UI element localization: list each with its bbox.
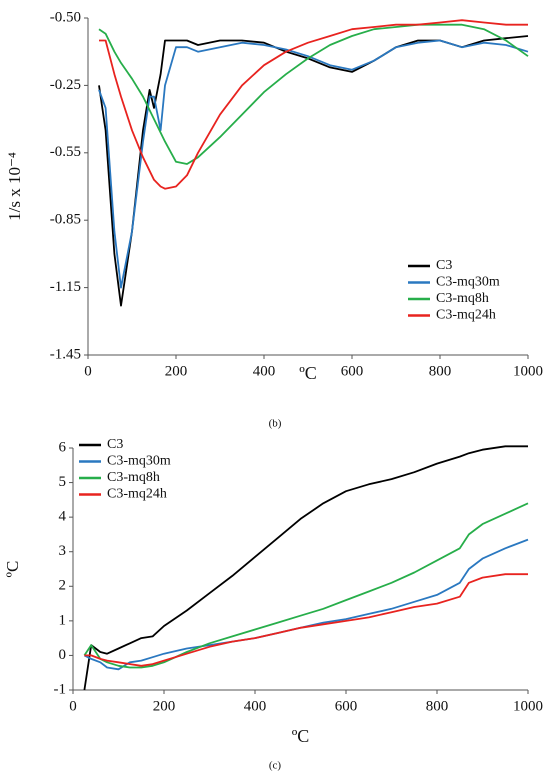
x-tick-label: 200 bbox=[165, 363, 188, 379]
y-tick-label: 4 bbox=[59, 509, 67, 525]
x-tick-label: 0 bbox=[69, 698, 77, 714]
x-tick-label: 400 bbox=[253, 363, 276, 379]
y-tick-label: -0.25 bbox=[50, 77, 81, 93]
x-tick-label: 600 bbox=[341, 363, 364, 379]
x-tick-label: 0 bbox=[84, 363, 92, 379]
x-tick-label: 1000 bbox=[513, 698, 543, 714]
x-tick-label: 1000 bbox=[513, 363, 543, 379]
x-axis-label: ºC bbox=[292, 726, 310, 746]
series-line bbox=[98, 35, 529, 307]
series-line bbox=[98, 39, 529, 289]
caption: (b) bbox=[269, 418, 282, 430]
legend-label: C3-mq24h bbox=[107, 487, 167, 502]
y-tick-label: 2 bbox=[59, 578, 67, 594]
series-line bbox=[98, 23, 529, 165]
x-tick-label: 600 bbox=[335, 698, 358, 714]
y-axis-label: 1/s x 10⁻⁴ bbox=[5, 152, 24, 221]
y-tick-label: 3 bbox=[59, 543, 67, 559]
series-line bbox=[83, 445, 528, 691]
legend-label: C3-mq24h bbox=[436, 308, 496, 323]
y-tick-label: -1 bbox=[54, 681, 67, 697]
legend-label: C3-mq30m bbox=[107, 454, 171, 469]
legend-label: C3 bbox=[107, 437, 123, 452]
caption: (c) bbox=[269, 760, 282, 772]
legend-label: C3 bbox=[436, 258, 452, 273]
y-tick-label: 0 bbox=[59, 647, 67, 663]
y-tick-label: 6 bbox=[59, 439, 67, 455]
x-axis-label: ºC bbox=[299, 363, 317, 383]
x-tick-label: 800 bbox=[429, 363, 452, 379]
legend-label: C3-mq30m bbox=[436, 275, 500, 290]
series-line bbox=[83, 502, 529, 669]
series-line bbox=[84, 573, 528, 667]
series-line bbox=[83, 538, 529, 671]
legend-label: C3-mq8h bbox=[436, 291, 489, 306]
series-line bbox=[99, 19, 528, 190]
x-tick-label: 200 bbox=[153, 698, 176, 714]
y-tick-label: -0.55 bbox=[50, 144, 81, 160]
y-tick-label: -0.85 bbox=[50, 212, 81, 228]
x-tick-label: 400 bbox=[244, 698, 267, 714]
y-tick-label: -0.50 bbox=[50, 9, 81, 25]
y-axis-label: ºC bbox=[3, 561, 22, 578]
legend-label: C3-mq8h bbox=[107, 470, 160, 485]
y-tick-label: -1.15 bbox=[50, 279, 81, 295]
y-tick-label: -1.45 bbox=[50, 346, 81, 362]
y-tick-label: 1 bbox=[59, 612, 67, 628]
y-tick-label: 5 bbox=[59, 474, 67, 490]
x-tick-label: 800 bbox=[426, 698, 449, 714]
